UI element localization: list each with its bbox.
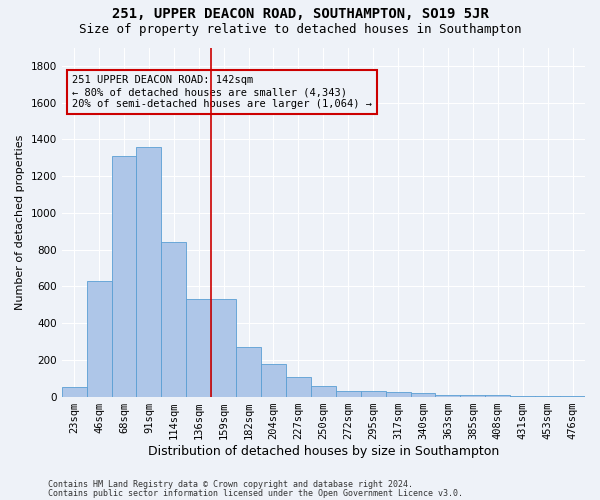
- Bar: [261, 364, 286, 396]
- Bar: [460, 394, 485, 396]
- Bar: [286, 378, 311, 396]
- Bar: [86, 281, 112, 396]
- Text: Contains HM Land Registry data © Crown copyright and database right 2024.: Contains HM Land Registry data © Crown c…: [48, 480, 413, 489]
- Bar: [136, 146, 161, 396]
- Text: 251 UPPER DEACON ROAD: 142sqm
← 80% of detached houses are smaller (4,343)
20% o: 251 UPPER DEACON ROAD: 142sqm ← 80% of d…: [72, 76, 372, 108]
- Bar: [186, 299, 211, 396]
- Bar: [112, 156, 136, 396]
- Bar: [62, 388, 86, 396]
- Bar: [485, 394, 510, 396]
- Bar: [361, 391, 386, 396]
- Text: 251, UPPER DEACON ROAD, SOUTHAMPTON, SO19 5JR: 251, UPPER DEACON ROAD, SOUTHAMPTON, SO1…: [112, 8, 488, 22]
- Bar: [336, 391, 361, 396]
- Text: Contains public sector information licensed under the Open Government Licence v3: Contains public sector information licen…: [48, 488, 463, 498]
- Bar: [386, 392, 410, 396]
- Bar: [410, 393, 436, 396]
- Bar: [236, 347, 261, 397]
- Bar: [436, 394, 460, 396]
- X-axis label: Distribution of detached houses by size in Southampton: Distribution of detached houses by size …: [148, 444, 499, 458]
- Bar: [211, 299, 236, 396]
- Bar: [161, 242, 186, 396]
- Y-axis label: Number of detached properties: Number of detached properties: [15, 134, 25, 310]
- Bar: [311, 386, 336, 396]
- Text: Size of property relative to detached houses in Southampton: Size of property relative to detached ho…: [79, 22, 521, 36]
